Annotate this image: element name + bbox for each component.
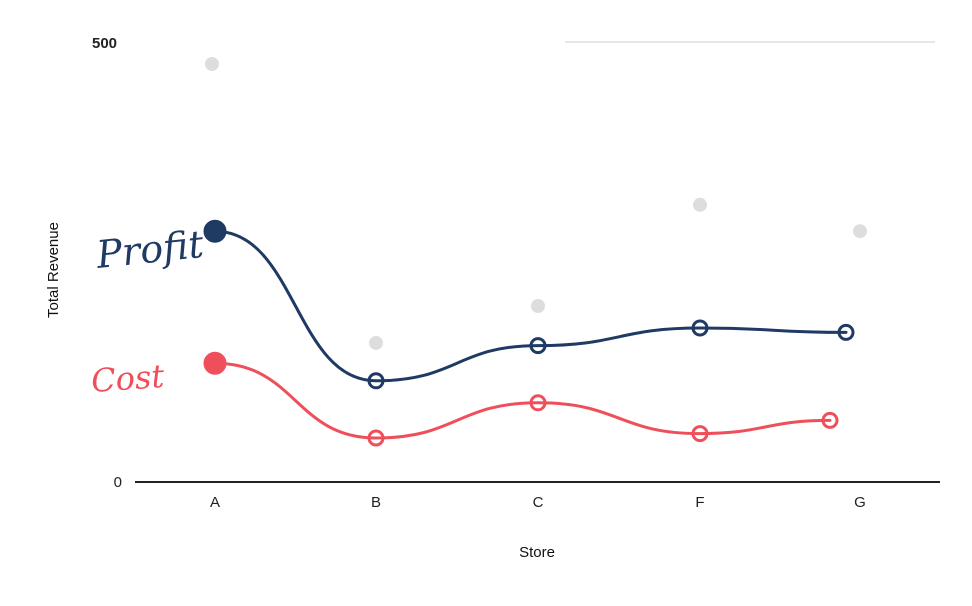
data-point-cost-a	[203, 351, 227, 375]
x-tick-label-g: G	[854, 494, 866, 511]
x-tick-label-f: F	[695, 494, 704, 511]
data-point-cost-c	[529, 394, 547, 412]
background-point-c	[531, 299, 545, 313]
series-layer	[203, 219, 855, 447]
series-line-profit	[213, 229, 848, 383]
y-tick-label-500: 500	[92, 35, 117, 52]
x-tick-label-b: B	[371, 494, 381, 511]
data-point-cost-g	[821, 411, 839, 429]
x-tick-label-a: A	[210, 494, 220, 511]
y-axis-title: Total Revenue	[45, 222, 62, 318]
data-point-profit-f	[691, 319, 709, 337]
data-point-profit-b	[367, 372, 385, 390]
data-point-profit-g	[837, 323, 855, 341]
data-point-profit-c	[529, 337, 547, 355]
series-line-cost	[213, 361, 832, 440]
series-label-profit: Profit	[93, 222, 206, 277]
background-point-g	[853, 224, 867, 239]
background-points-layer	[205, 57, 867, 350]
data-point-cost-f	[691, 425, 709, 443]
background-point-b	[369, 335, 383, 350]
data-point-profit-a	[203, 219, 227, 243]
series-label-cost: Cost	[90, 357, 166, 400]
data-point-cost-b	[367, 429, 385, 447]
y-tick-label-0: 0	[114, 474, 122, 491]
x-tick-label-c: C	[533, 494, 544, 511]
background-point-a	[205, 57, 219, 71]
x-axis-title: Store	[519, 544, 555, 561]
background-point-f	[693, 197, 707, 212]
